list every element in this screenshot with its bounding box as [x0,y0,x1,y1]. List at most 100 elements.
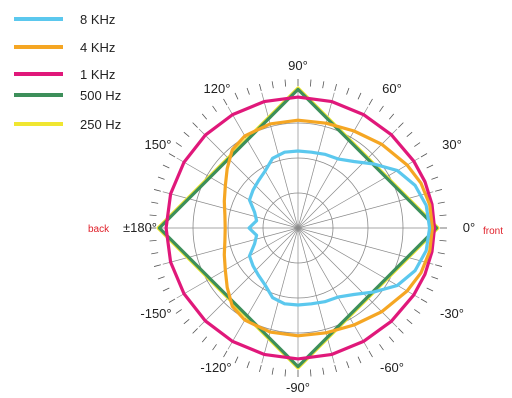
tick-mark [212,105,217,112]
angle-label: 90° [288,58,308,73]
tick-mark [439,239,447,242]
tick-mark [151,201,159,204]
tick-mark [168,153,176,158]
tick-mark [435,264,443,267]
tick-mark [437,252,445,255]
grid-spoke [162,227,299,265]
legend-label: 250 Hz [80,117,121,132]
tick-mark [414,309,421,314]
tick-mark [426,287,434,292]
tick-mark [414,142,421,147]
angle-label: -120° [200,360,231,375]
tick-mark [162,164,170,169]
grid-spoke [261,92,299,229]
tick-mark [271,81,274,89]
tick-mark [149,239,157,242]
tick-mark [431,176,439,180]
tick-mark [309,79,312,87]
grid-spoke [297,227,369,350]
angle-label: 120° [204,81,231,96]
series-curve-500-hz [157,87,439,369]
front-label: front [483,226,503,237]
series-curve-8-khz [247,149,432,307]
tick-mark [284,79,287,87]
tick-mark [271,367,274,375]
tick-mark [157,276,165,280]
angle-label: -30° [440,306,464,321]
grid-spoke [176,227,299,299]
tick-mark [439,214,447,217]
tick-mark [192,328,198,334]
angle-label: -90° [286,380,310,395]
tick-mark [201,336,208,343]
tick-mark [151,252,159,255]
grid-spoke [297,227,434,265]
tick-mark [379,344,384,351]
grid-spoke [176,157,299,229]
tick-mark [153,264,161,267]
tick-mark [246,361,250,369]
tick-mark [398,122,404,128]
angle-label: -60° [380,360,404,375]
grid-spoke [297,191,434,229]
tick-mark [334,83,337,91]
tick-mark [212,344,217,351]
grid-spoke [261,227,299,364]
tick-mark [234,92,239,100]
grid-spoke [297,227,398,328]
tick-mark [368,350,373,358]
legend-label: 8 KHz [80,12,115,27]
tick-mark [379,105,384,112]
tick-mark [357,92,362,100]
grid-spoke [297,227,420,299]
angle-label: 150° [145,137,172,152]
tick-mark [183,318,190,325]
tick-mark [431,276,439,280]
angle-label: -150° [140,306,171,321]
grid-spoke [297,157,420,229]
legend-label: 1 KHz [80,67,115,82]
grid-spoke [297,106,369,229]
tick-mark [309,369,312,377]
series-curve-4-khz [222,118,434,338]
tick-mark [223,98,228,106]
back-label: back [88,224,110,235]
tick-mark [201,113,208,120]
tick-mark [435,189,443,192]
tick-mark [420,153,428,158]
angle-label: 60° [382,81,402,96]
grid-spoke [227,106,299,229]
grid-spoke [227,227,299,350]
tick-mark [398,328,404,334]
tick-mark [426,164,434,169]
tick-mark [175,309,182,314]
grid-spoke [297,227,335,364]
tick-mark [357,356,362,364]
tick-mark [388,113,395,120]
tick-mark [234,356,239,364]
side-labels: back front [88,224,503,237]
tick-mark [406,131,413,138]
angle-label: ±180° [123,220,157,235]
tick-mark [322,367,325,375]
tick-mark [183,131,190,138]
tick-mark [192,122,198,128]
tick-mark [162,287,170,292]
grid-spoke [162,191,299,229]
tick-mark [223,350,228,358]
legend-label: 500 Hz [80,88,121,103]
tick-mark [259,83,262,91]
grid-spoke [198,227,299,328]
tick-mark [388,336,395,343]
tick-mark [346,87,350,95]
legend-label: 4 KHz [80,40,115,55]
grid-spoke [297,128,398,229]
tick-mark [153,189,161,192]
grid-spoke [297,92,335,229]
tick-mark [420,298,428,303]
polar-grid [149,79,447,377]
tick-mark [284,369,287,377]
tick-mark [437,201,445,204]
angle-label: 30° [442,137,462,152]
grid-spoke [198,128,299,229]
